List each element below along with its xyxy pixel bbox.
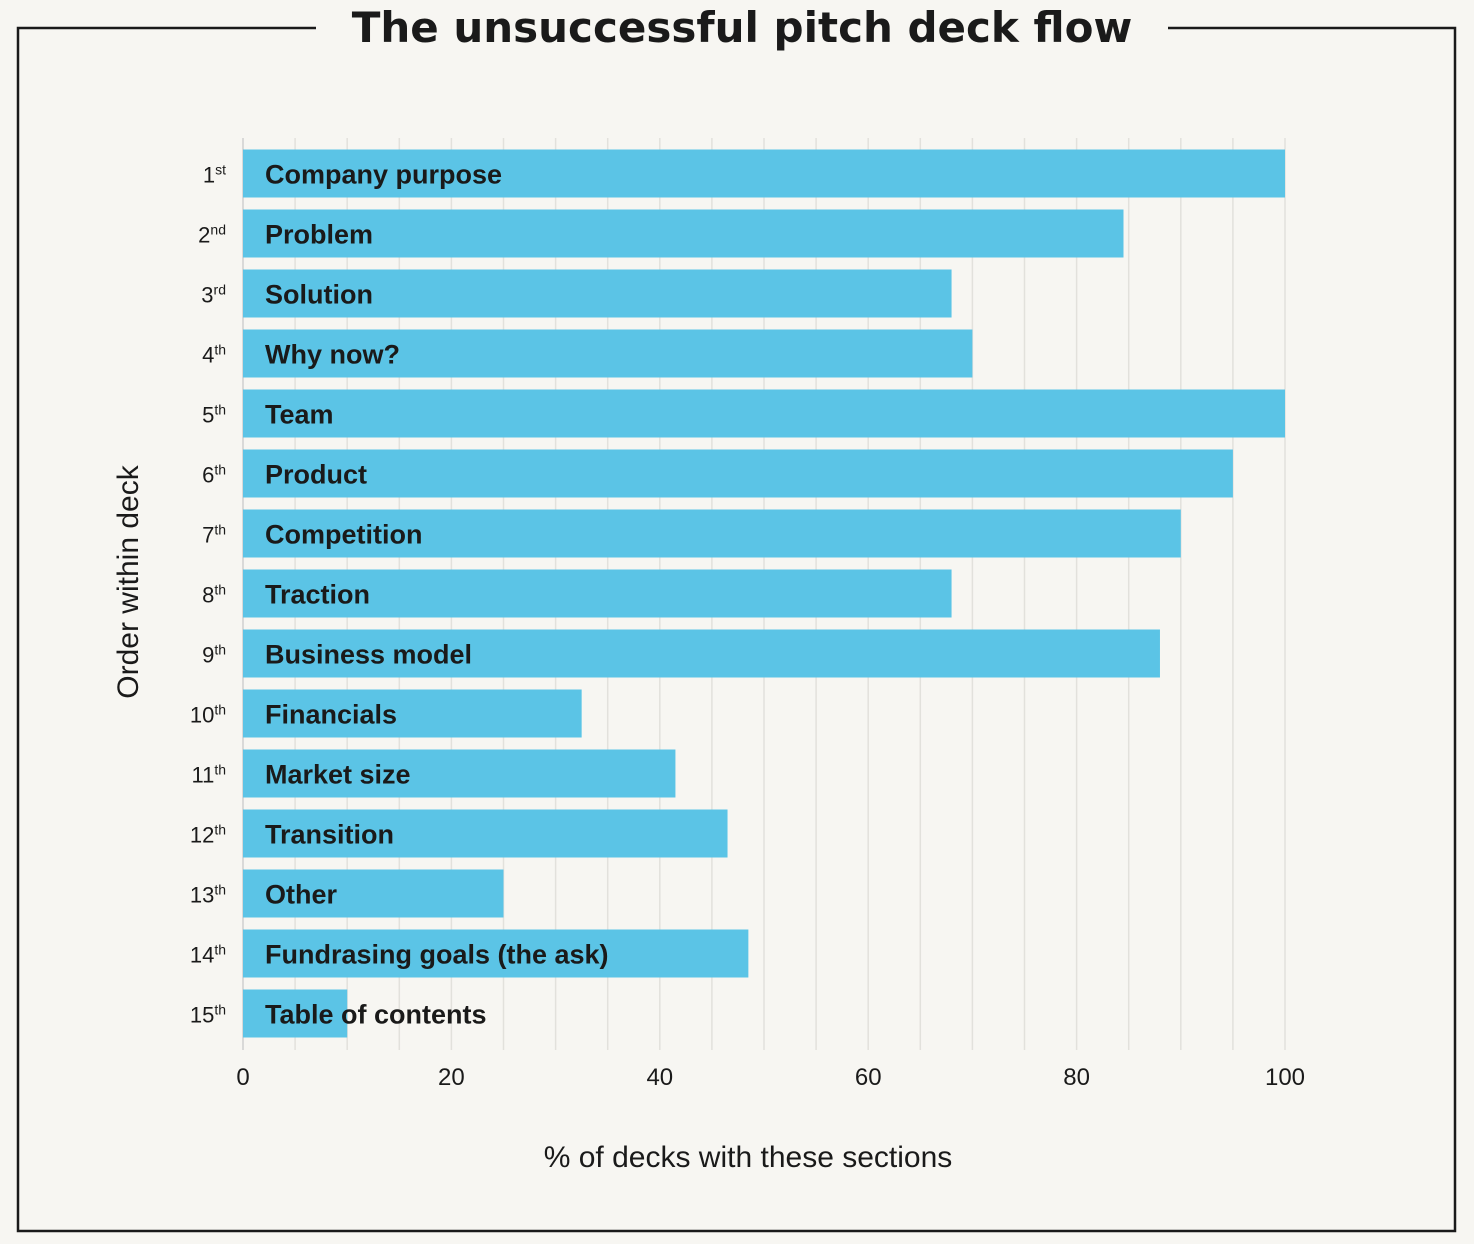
bar-3 <box>243 269 952 318</box>
bar-11 <box>243 749 676 798</box>
chart-title: The unsuccessful pitch deck flow <box>352 3 1133 52</box>
x-axis-ticks: 0 20 40 60 80 100 <box>236 1064 1305 1091</box>
bar-label-4: Why now? <box>265 340 400 370</box>
bar-12 <box>243 809 728 858</box>
bar-label-14: Fundrasing goals (the ask) <box>265 940 609 970</box>
rank-label-13: 13th <box>190 882 226 908</box>
bar-1 <box>243 149 1285 198</box>
bar-label-11: Market size <box>265 760 411 790</box>
bar-label-2: Problem <box>265 220 373 250</box>
bar-label-3: Solution <box>265 280 373 310</box>
bar-2 <box>243 209 1124 258</box>
bar-label-1: Company purpose <box>265 160 502 190</box>
bar-label-5: Team <box>265 400 334 430</box>
rank-label-11: 11th <box>191 762 226 788</box>
bar-9 <box>243 629 1160 678</box>
bar-10 <box>243 689 582 738</box>
rank-label-15: 15th <box>190 1002 226 1028</box>
y-axis-label: Order within deck <box>112 464 145 698</box>
rank-label-10: 10th <box>190 702 226 728</box>
rank-label-3: 3rd <box>201 282 226 308</box>
bar-15 <box>243 989 348 1038</box>
bar-7 <box>243 509 1181 558</box>
rank-label-4: 4th <box>202 342 226 368</box>
rank-label-5: 5th <box>202 402 226 428</box>
rank-label-7: 7th <box>202 522 226 548</box>
rank-label-8: 8th <box>202 582 226 608</box>
x-tick-80: 80 <box>1063 1064 1090 1091</box>
y-axis-ranks: 1st 2nd 3rd 4th 5th 6th 7th 8th 9th 10th 11th 12th 1… <box>190 162 226 1028</box>
rank-label-14: 14th <box>190 942 226 968</box>
bar-5 <box>243 389 1285 438</box>
bar-label-7: Competition <box>265 520 422 550</box>
bars: Company purpose Problem Solution Why now? Te… <box>243 149 1285 1038</box>
x-tick-20: 20 <box>438 1064 465 1091</box>
bar-label-13: Other <box>265 880 338 910</box>
rank-label-2: 2nd <box>198 222 226 248</box>
rank-label-9: 9th <box>202 642 226 668</box>
bar-8 <box>243 569 952 618</box>
bar-label-6: Product <box>265 460 367 490</box>
title-backdrop <box>316 4 1168 52</box>
bar-13 <box>243 869 504 918</box>
rank-label-1: 1st <box>203 162 226 188</box>
bar-label-9: Business model <box>265 640 472 670</box>
bar-label-10: Financials <box>265 700 397 730</box>
x-axis-label: % of decks with these sections <box>544 1141 953 1174</box>
rank-label-6: 6th <box>202 462 226 488</box>
bar-6 <box>243 449 1233 498</box>
bar-14 <box>243 929 749 978</box>
bar-label-15: Table of contents <box>265 1000 487 1030</box>
bar-4 <box>243 329 973 378</box>
bar-label-12: Transition <box>265 820 394 850</box>
x-tick-60: 60 <box>855 1064 882 1091</box>
x-tick-100: 100 <box>1265 1064 1305 1091</box>
rank-label-12: 12th <box>190 822 226 848</box>
x-tick-0: 0 <box>236 1064 249 1091</box>
bar-label-8: Traction <box>265 580 370 610</box>
x-tick-40: 40 <box>646 1064 673 1091</box>
